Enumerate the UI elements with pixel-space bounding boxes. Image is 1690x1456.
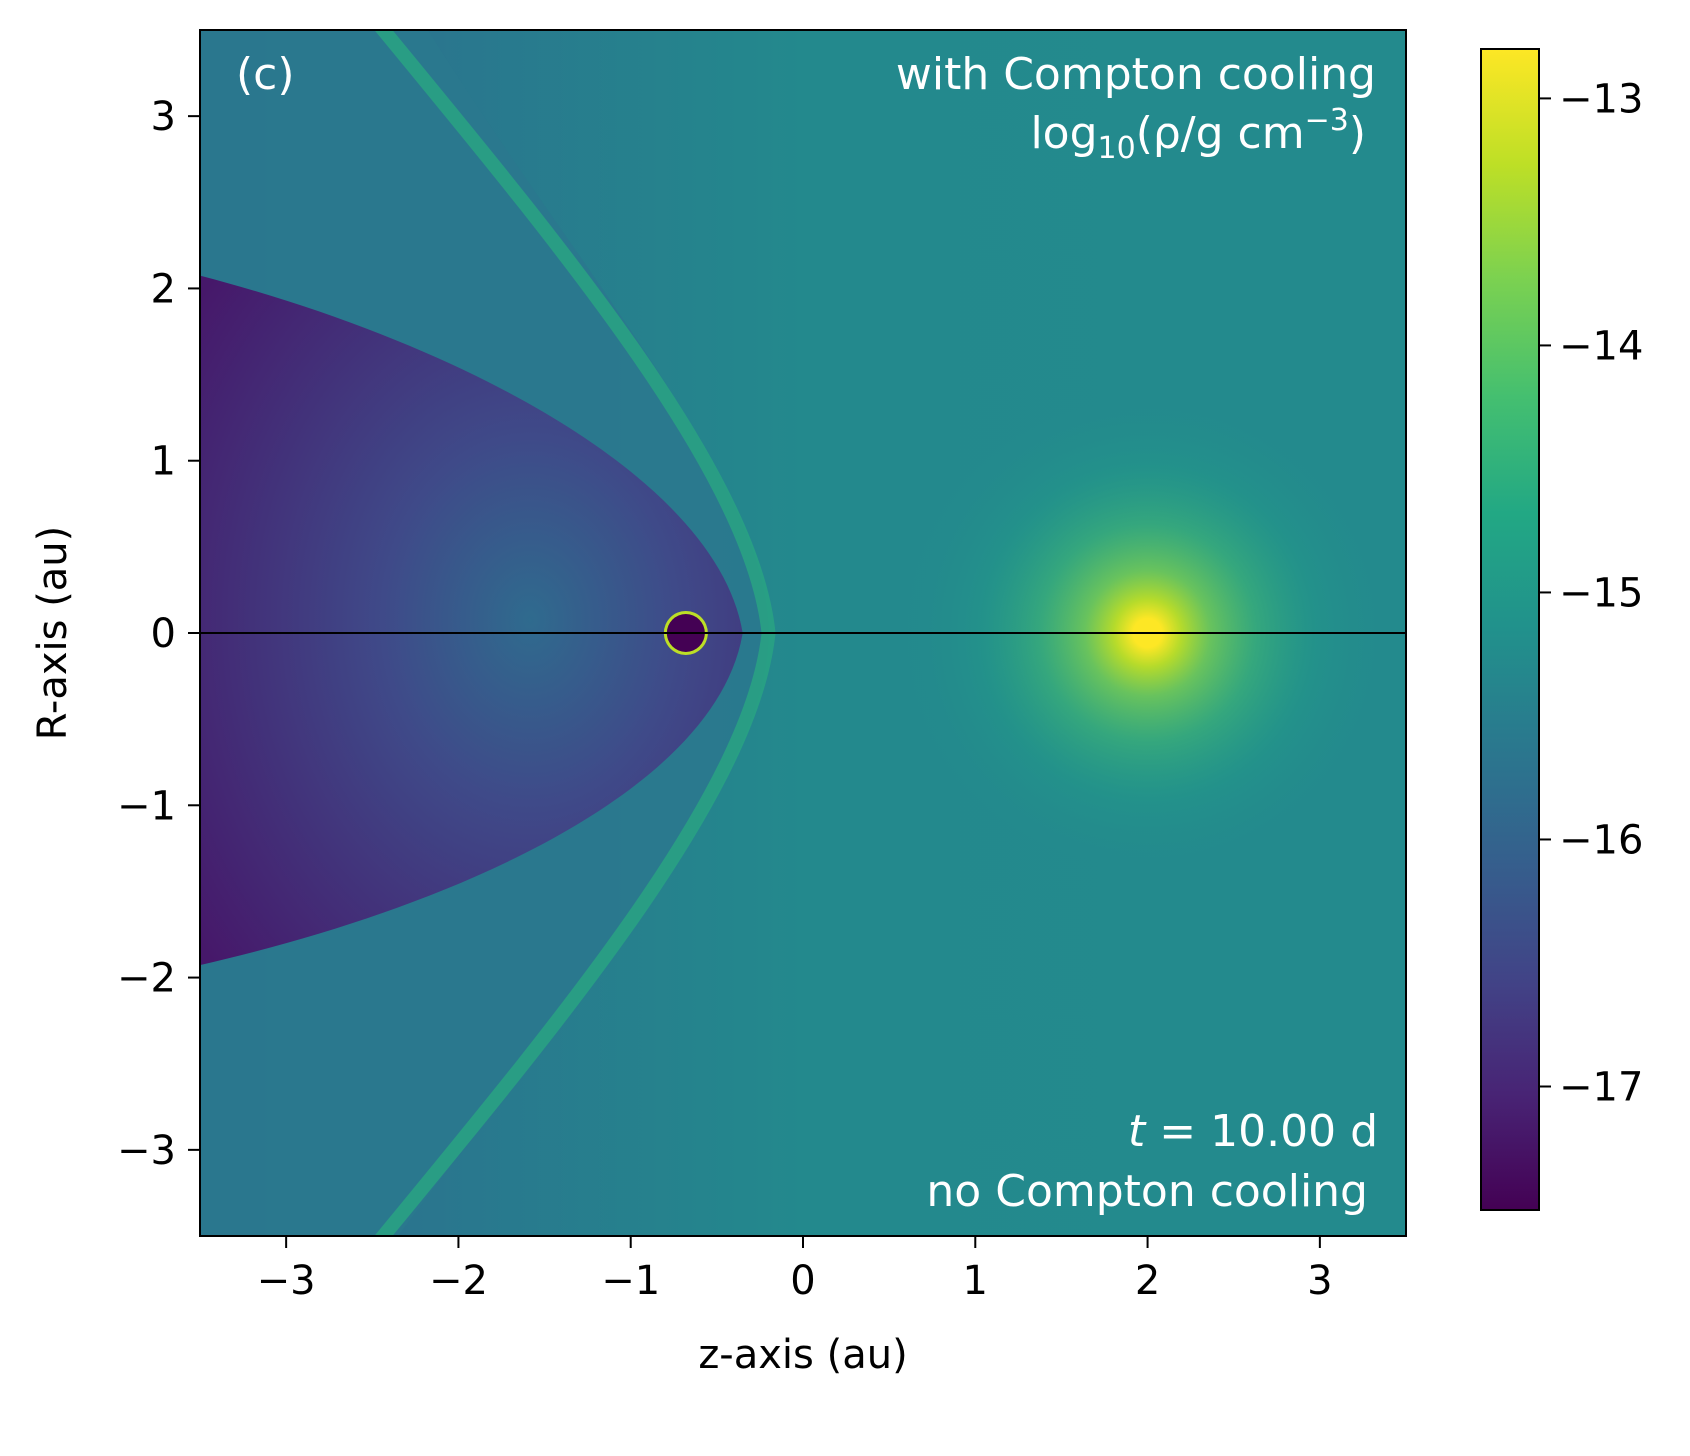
low-density-cavity bbox=[200, 275, 743, 966]
x-tick-label: 2 bbox=[1135, 1258, 1160, 1304]
x-tick-label: −2 bbox=[429, 1258, 488, 1304]
density-heatmap bbox=[200, 30, 1406, 1236]
annotation-time: t = 10.00 d bbox=[1128, 1106, 1378, 1157]
y-tick-label: −1 bbox=[117, 783, 176, 829]
annotation-compton-on: with Compton cooling bbox=[896, 49, 1376, 100]
y-tick-label: −3 bbox=[117, 1128, 176, 1174]
x-tick-label: 1 bbox=[963, 1258, 988, 1304]
annotation-quantity: log10(ρ/g cm−3) bbox=[1030, 103, 1366, 166]
y-tick-label: 3 bbox=[151, 94, 176, 140]
annotation-compton-off: no Compton cooling bbox=[926, 1166, 1368, 1217]
y-tick-label: 2 bbox=[151, 266, 176, 312]
x-tick-label: −3 bbox=[257, 1258, 316, 1304]
x-tick-label: 3 bbox=[1307, 1258, 1332, 1304]
colorbar-tick-label: −15 bbox=[1559, 570, 1643, 616]
colorbar-ticks: −13 −14 −15 −16 −17 bbox=[1539, 76, 1643, 1110]
x-tick-label: −1 bbox=[601, 1258, 660, 1304]
x-axis-ticks: −3 −2 −1 0 1 2 3 bbox=[257, 1236, 1333, 1304]
colorbar-tick-label: −16 bbox=[1559, 817, 1643, 863]
y-tick-label: 1 bbox=[151, 439, 176, 485]
y-axis-label: R-axis (au) bbox=[30, 526, 76, 741]
x-axis-label: z-axis (au) bbox=[698, 1332, 907, 1378]
y-axis-ticks: −3 −2 −1 0 1 2 3 bbox=[117, 94, 200, 1174]
colorbar-tick-label: −13 bbox=[1559, 76, 1643, 122]
panel-label: (c) bbox=[236, 49, 295, 100]
x-tick-label: 0 bbox=[790, 1258, 815, 1304]
y-tick-label: −2 bbox=[117, 956, 176, 1002]
colorbar-tick-label: −14 bbox=[1559, 323, 1643, 369]
y-tick-label: 0 bbox=[151, 611, 176, 657]
colorbar-tick-label: −17 bbox=[1559, 1064, 1643, 1110]
colorbar bbox=[1480, 48, 1540, 1211]
